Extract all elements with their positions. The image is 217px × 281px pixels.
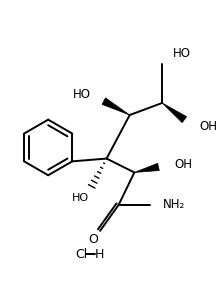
Text: OH: OH bbox=[199, 120, 217, 133]
Polygon shape bbox=[162, 103, 187, 123]
Text: HO: HO bbox=[73, 88, 91, 101]
Polygon shape bbox=[134, 163, 159, 173]
Polygon shape bbox=[102, 98, 130, 115]
Text: Cl: Cl bbox=[76, 248, 88, 260]
Text: OH: OH bbox=[174, 158, 192, 171]
Text: H: H bbox=[94, 248, 104, 260]
Text: HO: HO bbox=[173, 47, 191, 60]
Text: HO: HO bbox=[72, 193, 89, 203]
Text: NH₂: NH₂ bbox=[163, 198, 185, 211]
Text: O: O bbox=[89, 233, 99, 246]
